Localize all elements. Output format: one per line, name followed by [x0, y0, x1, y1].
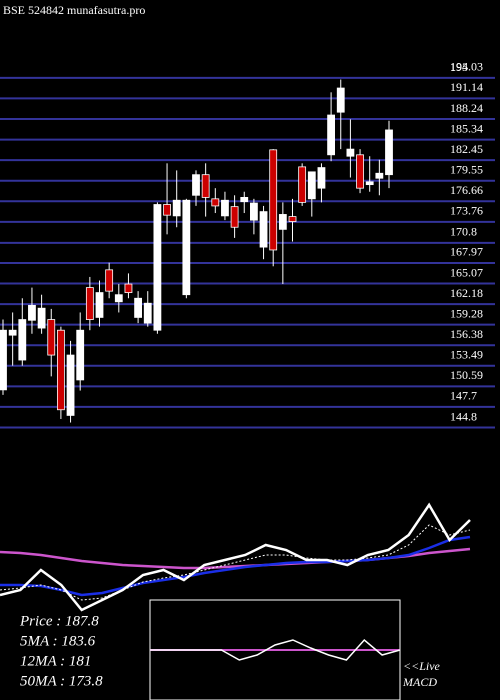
- y-tick-label: 156.38: [450, 327, 483, 341]
- candle-body: [298, 166, 307, 203]
- y-tick-label: 179.55: [450, 162, 483, 176]
- candle-body: [18, 319, 27, 361]
- y-tick-label: 191.14: [450, 80, 483, 94]
- candle-body: [336, 87, 345, 113]
- candle-body: [172, 199, 181, 217]
- candle-body: [66, 354, 75, 416]
- y-tick-label: 159.28: [450, 306, 483, 320]
- y-tick-label: 150.59: [450, 368, 483, 382]
- candle-body: [249, 202, 258, 221]
- y-tick-label: 176.66: [450, 183, 483, 197]
- candle-body: [124, 283, 133, 293]
- candle-body: [8, 329, 17, 336]
- stat-label: 50MA : 173.8: [20, 673, 103, 689]
- candle-body: [37, 307, 46, 329]
- candle-body: [327, 114, 336, 156]
- y-tick-label: 165.07: [450, 265, 483, 279]
- candle-body: [240, 197, 249, 203]
- y-tick-label: 170.8: [450, 225, 477, 239]
- candle-body: [28, 304, 36, 321]
- candle-body: [0, 329, 7, 391]
- macd-label: MACD: [402, 675, 437, 689]
- y-tick-label: 162.18: [450, 286, 483, 300]
- ma-line: [0, 524, 471, 601]
- y-tick-label: 153.49: [450, 348, 483, 362]
- candle-body: [278, 214, 287, 230]
- candle-body: [143, 302, 152, 324]
- stat-label: Price : 187.8: [19, 613, 99, 629]
- stat-label: 12MA : 181: [20, 653, 91, 669]
- candle-body: [153, 204, 162, 331]
- candle-body: [365, 181, 374, 186]
- candle-body: [269, 149, 278, 251]
- live-label: <<Live: [403, 659, 441, 673]
- y-tick-label: 173.76: [450, 204, 483, 218]
- candle-body: [47, 319, 56, 356]
- y-tick-label: 194.03: [450, 60, 483, 74]
- candle-body: [134, 297, 143, 318]
- ma-line: [0, 502, 471, 612]
- candle-body: [375, 172, 384, 179]
- candle-body: [288, 216, 297, 222]
- candle-body: [385, 129, 393, 176]
- candle-body: [307, 171, 316, 200]
- candle-body: [211, 198, 220, 207]
- candle-body: [163, 204, 171, 216]
- y-tick-label: 188.24: [450, 101, 483, 115]
- y-tick-label: 195: [450, 60, 468, 74]
- candle-body: [356, 154, 364, 189]
- candle-body: [192, 174, 200, 196]
- candle-body: [230, 206, 239, 228]
- chart-title: BSE 524842 munafasutra.pro: [3, 3, 145, 17]
- candle-body: [201, 174, 210, 198]
- candle-body: [259, 211, 268, 248]
- macd-line: [150, 638, 401, 661]
- candle-body: [85, 287, 94, 320]
- y-tick-label: 144.8: [450, 409, 477, 423]
- candle-body: [182, 199, 191, 296]
- stat-label: 5MA : 183.6: [20, 633, 96, 649]
- y-tick-label: 147.7: [450, 389, 477, 403]
- candle-body: [95, 292, 104, 318]
- candle-body: [346, 148, 355, 157]
- candle-body: [114, 294, 123, 303]
- y-tick-label: 185.34: [450, 121, 483, 135]
- y-tick-label: 182.45: [450, 142, 483, 156]
- candle-body: [76, 329, 85, 381]
- candle-body: [57, 329, 65, 411]
- candle-body: [317, 167, 326, 189]
- candle-body: [221, 199, 229, 217]
- ma-line: [0, 535, 471, 597]
- y-tick-label: 167.97: [450, 245, 483, 259]
- candle-body: [105, 269, 114, 292]
